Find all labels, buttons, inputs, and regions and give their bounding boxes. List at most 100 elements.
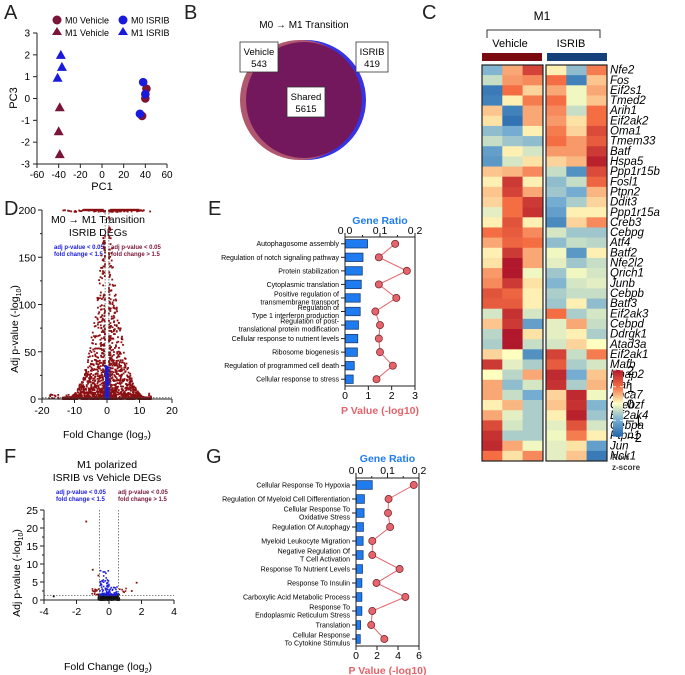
volcano-point-up: [82, 391, 85, 394]
volcano-point-up: [103, 210, 105, 213]
volcano-point-up: [126, 374, 129, 377]
venn-shared-label: Shared: [291, 92, 322, 103]
volcano-point-up: [128, 395, 131, 398]
volcano-point-up: [102, 296, 105, 299]
volcano-point-up: [111, 326, 114, 329]
volcano-y-tick-label: 100: [18, 300, 36, 312]
legend-label-m1-isrib: M1 ISRIB: [131, 28, 170, 38]
volcano-point-up: [85, 392, 88, 394]
heatmap-cell: [566, 197, 587, 208]
volcano-point-up: [111, 391, 114, 394]
volcano-point-up: [120, 367, 123, 370]
volcano-point-up: [133, 394, 136, 396]
volcano-x-tick-label: -20: [34, 405, 49, 417]
heatmap-cell: [586, 440, 608, 452]
volcano-point-up: [109, 237, 112, 240]
volcano-point-up: [115, 371, 118, 374]
volcano-point-up: [79, 392, 82, 395]
pca-y-axis-title: PC3: [8, 87, 20, 108]
volcano-point-nonsig: [116, 597, 118, 600]
venn-isrib-box: [355, 41, 389, 73]
volcano-point-up: [108, 256, 110, 259]
volcano-point-up: [114, 293, 117, 296]
volcano-point-up: [95, 362, 98, 365]
heatmap-cell: [566, 156, 587, 167]
heatmap-cell: [502, 85, 523, 96]
volcano-point-up: [115, 341, 118, 344]
go-g-top-axis-title: Gene Ratio: [360, 453, 415, 465]
heatmap-cell: [502, 125, 523, 137]
volcano-point-ns: [102, 575, 105, 577]
heatmap-cell: [522, 247, 544, 259]
volcano-point-up: [129, 381, 132, 383]
volcano-point-up: [108, 319, 110, 322]
go-e-category-label: Protein stabilization: [278, 268, 339, 275]
volcano-point-ns: [108, 590, 110, 593]
heatmap-cell: [502, 227, 523, 238]
go-e-bottom-axis-title: P Value (-log10): [341, 405, 419, 417]
volcano-point-up: [101, 352, 103, 355]
heatmap-cell: [522, 227, 544, 238]
volcano-point-up: [79, 210, 82, 213]
volcano-point-up: [111, 373, 114, 375]
volcano-point-up: [129, 374, 132, 377]
volcano-point-up: [148, 392, 151, 395]
volcano-point-up: [73, 210, 76, 213]
volcano-point-up: [99, 338, 102, 341]
volcano-point-ns: [104, 384, 107, 387]
heatmap-cell: [586, 410, 608, 421]
heatmap-cell: [546, 217, 567, 228]
go-g-gene-ratio-bar: [356, 564, 363, 574]
heatmap-cell: [502, 430, 523, 441]
volcano-point-ns: [103, 592, 105, 595]
volcano-point-up: [94, 359, 97, 361]
volcano-point-up: [104, 298, 106, 301]
volcano-y-tick-label: 25: [26, 505, 38, 517]
panel-label-a: A: [4, 2, 18, 24]
volcano-d-x-axis-title: Fold Change (log2): [63, 429, 151, 440]
volcano-point-up: [110, 386, 112, 389]
venn-isrib-count: 419: [364, 59, 380, 70]
pca-x-axis-title: PC1: [91, 181, 112, 193]
go-g-pvalue-tick-label: 4: [395, 650, 401, 662]
volcano-point-ns: [106, 386, 109, 388]
heatmap-cell: [482, 95, 503, 106]
heatmap-cell: [586, 95, 608, 106]
volcano-point-up: [97, 386, 100, 389]
volcano-point-up: [102, 364, 104, 367]
heatmap-cell: [546, 278, 567, 289]
volcano-point-up: [104, 249, 106, 252]
go-e-pvalue-point: [391, 239, 400, 248]
heatmap-cell: [566, 359, 587, 370]
heatmap-cell: [482, 227, 503, 238]
go-g-pvalue-point: [380, 635, 389, 643]
volcano-point-up: [118, 396, 121, 398]
heatmap-cell: [566, 247, 587, 259]
volcano-point-up: [87, 356, 90, 359]
volcano-point-up: [117, 336, 119, 339]
volcano-point-up: [103, 374, 106, 377]
go-g-category-label: Response To Nutrient Levels: [261, 566, 351, 573]
volcano-point-up: [52, 595, 55, 598]
volcano-point-up: [91, 592, 93, 595]
volcano-point-up: [110, 337, 112, 340]
volcano-point-up: [111, 355, 114, 358]
heatmap-cell: [482, 257, 503, 269]
heatmap-cell: [586, 268, 608, 279]
volcano-point-up: [129, 377, 132, 380]
go-e-category-label: Autophagosome assembly: [257, 241, 340, 248]
volcano-point-up: [99, 394, 101, 397]
volcano-point-up: [121, 395, 124, 398]
go-e-gene-ratio-bar: [345, 252, 364, 262]
go-g-pvalue-point: [409, 481, 418, 489]
volcano-point-up: [80, 210, 83, 212]
volcano-point-up: [117, 359, 120, 362]
volcano-point-up: [117, 391, 120, 394]
volcano-point-up: [117, 340, 120, 343]
heatmap-cell: [482, 298, 503, 309]
go-g-pvalue-point: [395, 565, 404, 573]
heatmap-cell: [522, 359, 544, 370]
volcano-point-up: [123, 379, 126, 382]
volcano-point-ns: [108, 583, 110, 586]
volcano-point-up: [122, 372, 125, 375]
